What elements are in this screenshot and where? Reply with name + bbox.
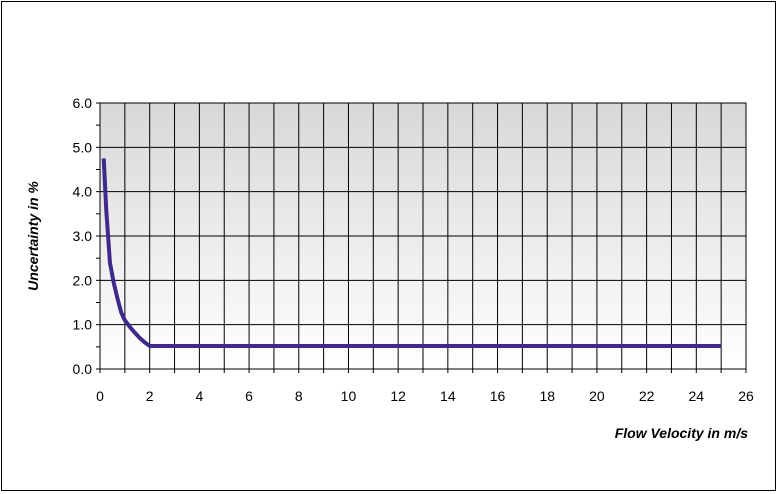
x-tick-label: 2 (146, 388, 154, 404)
x-tick-labels: 0 2 4 6 8 10 12 14 16 18 20 22 24 26 (96, 388, 754, 404)
series-layer (101, 158, 722, 348)
x-tick-label: 0 (96, 388, 104, 404)
x-tick-label: 4 (195, 388, 203, 404)
y-tick-label: 6.0 (73, 95, 93, 111)
y-tick-label: 3.0 (73, 228, 93, 244)
x-tick-label: 18 (539, 388, 555, 404)
x-tick-label: 24 (689, 388, 705, 404)
x-tick-label: 14 (440, 388, 456, 404)
series-line (101, 158, 722, 348)
y-tick-label: 0.0 (73, 361, 93, 377)
x-tick-label: 20 (589, 388, 605, 404)
y-tick-label: 4.0 (73, 184, 93, 200)
y-tick-label: 2.0 (73, 272, 93, 288)
x-tick-label: 26 (738, 388, 754, 404)
y-tick-label: 5.0 (73, 139, 93, 155)
x-tick-label: 12 (390, 388, 406, 404)
x-tick-label: 10 (341, 388, 357, 404)
y-axis-label: Uncertainty in % (25, 181, 41, 291)
y-tick-label: 1.0 (73, 317, 93, 333)
axes (96, 102, 747, 373)
x-tick-label: 16 (490, 388, 506, 404)
x-tick-label: 8 (295, 388, 303, 404)
y-tick-labels: 0.0 1.0 2.0 3.0 4.0 5.0 6.0 (73, 95, 93, 377)
x-axis-label: Flow Velocity in m/s (615, 425, 749, 441)
x-tick-label: 22 (639, 388, 655, 404)
x-tick-label: 6 (245, 388, 253, 404)
